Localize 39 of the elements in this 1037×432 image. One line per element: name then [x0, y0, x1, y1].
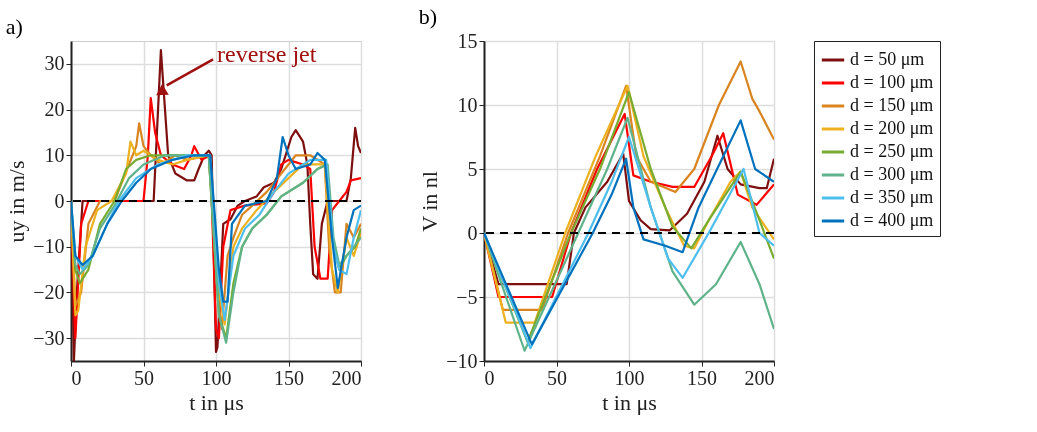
chart-title: b) [418, 4, 438, 29]
x-tick-label: 50 [547, 366, 567, 389]
x-tick-label: 0 [484, 366, 495, 389]
legend-label: d = 350 μm [850, 187, 934, 207]
y-tick-label: 0 [467, 221, 478, 244]
y-tick-label: −20 [33, 280, 65, 303]
chart-title: a) [5, 14, 23, 39]
y-tick-label: −10 [446, 349, 478, 372]
x-axis-title: t in μs [602, 389, 657, 415]
y-tick-label: 30 [44, 52, 65, 75]
legend-label: d = 300 μm [850, 164, 934, 184]
y-tick-label: 10 [44, 143, 65, 166]
legend-label: d = 400 μm [850, 210, 934, 230]
y-tick-label: 0 [54, 189, 65, 212]
legend-label: d = 150 μm [850, 95, 934, 115]
x-tick-label: 50 [134, 366, 154, 389]
y-axis-title: V in nl [417, 171, 443, 232]
legend-label: d = 100 μm [850, 72, 934, 92]
x-tick-label: 0 [71, 366, 82, 389]
y-tick-label: −10 [33, 235, 65, 258]
y-tick-label: 20 [44, 98, 65, 121]
x-tick-label: 150 [274, 366, 304, 389]
legend-label: d = 50 μm [850, 49, 925, 69]
line-series [484, 112, 774, 299]
y-tick-label: 10 [457, 93, 478, 116]
x-tick-label: 100 [201, 366, 232, 389]
x-tick-label: 200 [331, 366, 362, 389]
y-tick-label: 5 [467, 157, 478, 180]
x-axis-title: t in μs [189, 389, 244, 415]
y-tick-label: −5 [456, 285, 478, 308]
y-axis-title: uy in m/s [4, 160, 30, 243]
legend-label: d = 250 μm [850, 141, 934, 161]
annotation: reverse jet [217, 41, 317, 68]
y-tick-label: −30 [33, 326, 65, 349]
x-tick-label: 200 [744, 366, 775, 389]
y-tick-label: 15 [457, 29, 478, 52]
x-tick-label: 150 [687, 366, 717, 389]
legend-label: d = 200 μm [850, 118, 934, 138]
x-tick-label: 100 [614, 366, 645, 389]
